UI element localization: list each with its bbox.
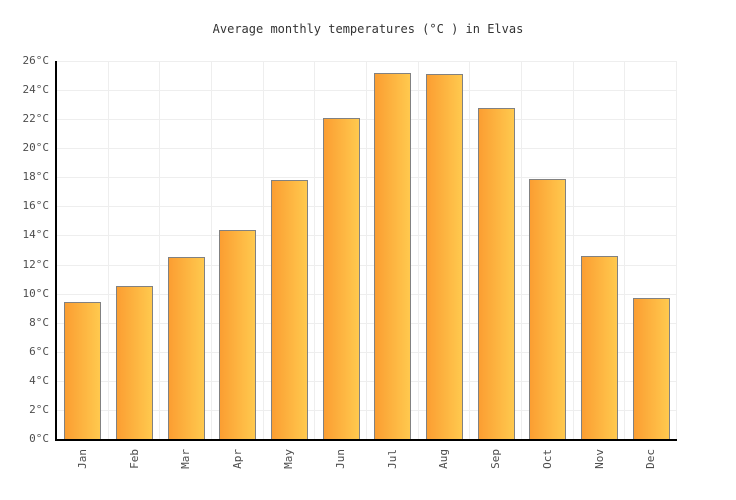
bar-dec (632, 298, 670, 439)
chart-title: Average monthly temperatures (°C ) in El… (212, 22, 524, 36)
y-tick-label-24: 24°C (22, 83, 50, 96)
y-tick-label-8: 8°C (29, 316, 49, 329)
v-gridline-9 (521, 61, 522, 439)
y-tick-label-4: 4°C (29, 374, 49, 387)
y-axis-line (55, 61, 57, 439)
h-gridline-8 (57, 322, 677, 324)
h-gridline-22 (57, 119, 677, 121)
v-gridline-6 (366, 61, 367, 439)
h-gridline-10 (57, 293, 677, 295)
bar-jul (374, 73, 412, 439)
v-gridline-11 (624, 61, 626, 439)
v-gridline-7 (417, 61, 419, 439)
y-tick-label-20: 20°C (22, 141, 50, 154)
h-gridline-12 (57, 264, 677, 266)
plot-area (55, 61, 677, 441)
v-gridline-8 (469, 61, 471, 439)
v-gridline-12 (676, 61, 677, 439)
h-gridline-18 (57, 177, 677, 179)
h-gridline-2 (57, 409, 677, 411)
x-tick-label-jul: Jul (386, 449, 399, 469)
x-tick-label-oct: Oct (541, 449, 554, 469)
h-gridline-26 (57, 61, 677, 62)
h-gridline-24 (57, 90, 677, 92)
bar-nov (581, 256, 618, 439)
bar-feb (116, 286, 153, 439)
v-gridline-5 (314, 61, 316, 439)
y-tick-label-14: 14°C (22, 228, 50, 241)
x-tick-label-apr: Apr (231, 449, 244, 469)
h-gridline-4 (57, 380, 677, 382)
h-gridline-16 (57, 206, 677, 208)
y-tick-label-0: 0°C (29, 432, 49, 445)
v-gridline-3 (211, 61, 212, 439)
v-gridline-2 (159, 61, 161, 439)
bar-aug (426, 74, 463, 439)
x-tick-label-aug: Aug (437, 449, 450, 469)
bar-oct (529, 179, 567, 439)
bar-sep (477, 108, 515, 439)
x-tick-label-feb: Feb (128, 449, 141, 469)
bar-apr (219, 230, 257, 439)
bar-jan (64, 302, 102, 439)
y-tick-label-6: 6°C (29, 345, 49, 358)
y-tick-label-12: 12°C (22, 258, 50, 271)
x-tick-label-jun: Jun (334, 449, 347, 469)
x-tick-label-nov: Nov (593, 449, 606, 469)
x-axis-line (55, 439, 677, 441)
x-tick-label-sep: Sep (489, 449, 502, 469)
v-gridline-4 (262, 61, 264, 439)
y-tick-label-26: 26°C (22, 54, 50, 67)
h-gridline-14 (57, 235, 677, 237)
x-tick-label-dec: Dec (644, 449, 657, 469)
bar-mar (167, 257, 205, 439)
v-gridline-1 (107, 61, 109, 439)
x-tick-label-jan: Jan (76, 449, 89, 469)
y-tick-label-10: 10°C (22, 287, 50, 300)
h-gridline-20 (57, 148, 677, 150)
bar-may (271, 180, 308, 439)
y-tick-label-22: 22°C (22, 112, 50, 125)
x-tick-label-mar: Mar (179, 449, 192, 469)
x-tick-label-may: May (282, 449, 295, 469)
y-tick-label-2: 2°C (29, 403, 49, 416)
h-gridline-6 (57, 351, 677, 353)
v-gridline-10 (572, 61, 574, 439)
y-tick-label-18: 18°C (22, 170, 50, 183)
bar-jun (322, 118, 360, 439)
y-tick-label-16: 16°C (22, 199, 50, 212)
